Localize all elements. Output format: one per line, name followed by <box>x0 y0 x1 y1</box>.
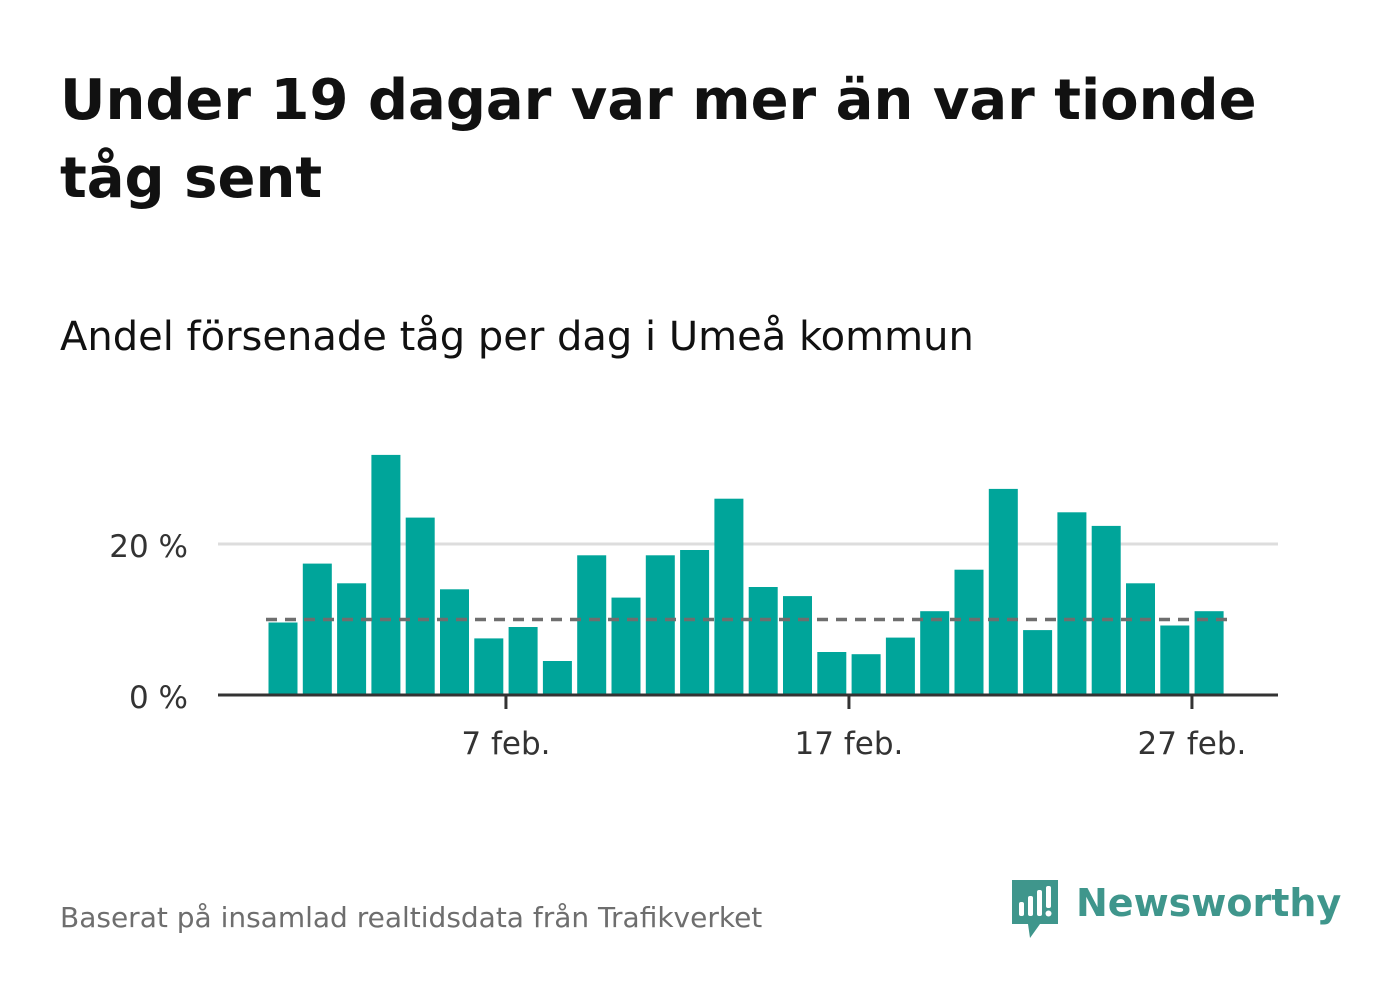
bar <box>474 638 504 695</box>
x-tick-label: 27 feb. <box>1138 726 1247 762</box>
bar <box>988 488 1018 695</box>
bar <box>611 597 641 695</box>
bar <box>885 637 915 695</box>
bars <box>268 454 1224 695</box>
y-tick-label: 0 % <box>129 680 188 716</box>
bar <box>748 587 778 695</box>
bar <box>1023 630 1053 695</box>
bar-chart: 0 % 20 % 7 feb. 17 feb. 27 feb. <box>109 454 1278 762</box>
brand-name: Newsworthy <box>1076 881 1342 925</box>
axes: 0 % 20 % 7 feb. 17 feb. 27 feb. <box>109 529 1278 762</box>
bar <box>1194 611 1224 695</box>
bar <box>405 517 435 695</box>
bar <box>542 661 572 695</box>
bar <box>1126 583 1155 695</box>
bar <box>1160 625 1190 695</box>
x-tick-label: 17 feb. <box>795 726 904 762</box>
bar <box>1091 525 1121 695</box>
bar <box>440 589 469 695</box>
bar <box>817 652 847 695</box>
newsworthy-logo-icon <box>1012 880 1058 938</box>
bar <box>645 555 675 695</box>
bar <box>954 569 984 695</box>
bar <box>851 654 881 695</box>
bar <box>577 555 607 695</box>
bar <box>920 611 950 695</box>
bar <box>268 622 298 695</box>
source-note: Baserat på insamlad realtidsdata från Tr… <box>60 901 763 934</box>
bar <box>302 563 332 695</box>
bar <box>337 583 367 695</box>
bar <box>371 454 401 695</box>
bar <box>680 550 710 695</box>
bar <box>1057 512 1087 695</box>
x-tick-label: 7 feb. <box>461 726 550 762</box>
chart-subtitle: Andel försenade tåg per dag i Umeå kommu… <box>60 314 974 360</box>
bar <box>508 627 538 695</box>
newsworthy-brand[interactable]: Newsworthy <box>1008 876 1341 946</box>
chart-headline: Under 19 dagar var mer än var tionde tåg… <box>60 68 1257 211</box>
bar <box>783 596 812 695</box>
bar <box>714 498 744 695</box>
y-tick-label: 20 % <box>109 529 188 565</box>
